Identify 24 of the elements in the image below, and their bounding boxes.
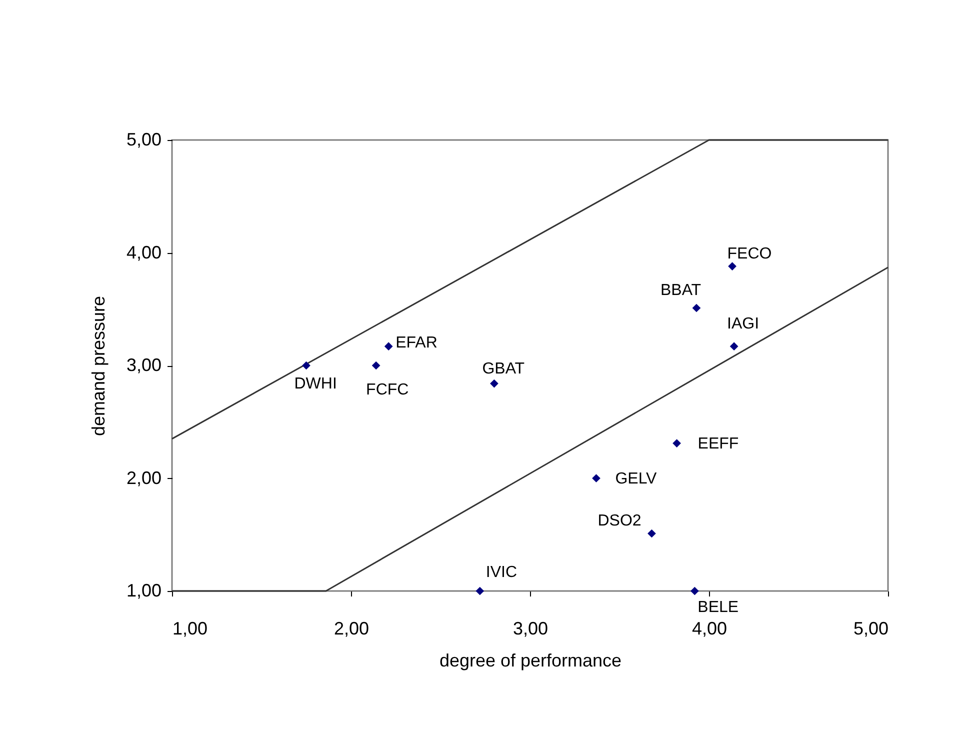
- annotation: GBAT: [482, 360, 525, 378]
- annotation: EEFF: [698, 435, 739, 452]
- x-tick-label: 1,00: [172, 618, 208, 638]
- y-tick-label: 3,00: [126, 355, 162, 375]
- annotation: BELE: [698, 599, 739, 616]
- annotation: EFAR: [396, 334, 438, 352]
- annotation: IVIC: [486, 564, 518, 581]
- annotation: FCFC: [366, 382, 409, 398]
- x-tick-label: 4,00: [692, 618, 728, 638]
- x-tick-label: 3,00: [512, 618, 548, 638]
- annotation: IAGI: [727, 315, 760, 332]
- y-axis-title: demand pressure: [88, 296, 108, 436]
- x-axis-title: degree of performance: [439, 650, 622, 670]
- annotation: FECO: [727, 245, 772, 262]
- x-tick-label: 2,00: [334, 618, 370, 638]
- y-tick-label: 4,00: [126, 242, 162, 262]
- x-tick-label: 5,00: [853, 618, 888, 638]
- y-tick-label: 2,00: [126, 468, 162, 488]
- annotation: DWHI: [294, 376, 337, 392]
- y-tick-label: 5,00: [126, 130, 162, 150]
- annotation: GELV: [615, 470, 658, 488]
- annotation: BBAT: [660, 282, 702, 299]
- annotation: DSO2: [598, 512, 642, 530]
- y-tick-label: 1,00: [126, 580, 162, 600]
